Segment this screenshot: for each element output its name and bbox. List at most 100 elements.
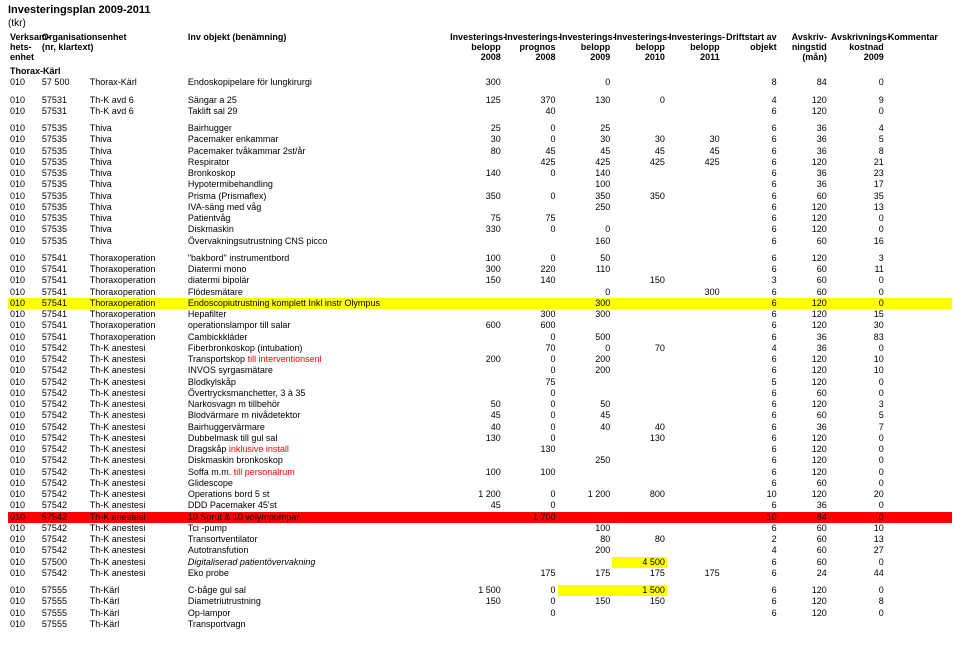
cell-v7: 20 xyxy=(829,489,886,500)
cell-org: Thiva xyxy=(88,146,186,157)
cell-v5: 6 xyxy=(722,365,779,376)
cell-org: Th-K anestesi xyxy=(88,410,186,421)
cell-v4 xyxy=(667,619,722,630)
cell-v3: 40 xyxy=(612,422,667,433)
cell-kommentar xyxy=(886,388,952,399)
cell-v3 xyxy=(612,608,667,619)
cell-obj: Cambickkläder xyxy=(186,332,448,343)
page-subtitle: (tkr) xyxy=(8,18,952,29)
cell-v0 xyxy=(448,179,503,190)
cell-v4 xyxy=(667,410,722,421)
cell-kommentar xyxy=(886,179,952,190)
cell-v2: 200 xyxy=(558,545,613,556)
cell-v4 xyxy=(667,191,722,202)
cell-ve: 010 xyxy=(8,309,40,320)
cell-v1: 0 xyxy=(503,596,558,607)
cell-v5: 5 xyxy=(722,377,779,388)
cell-v4 xyxy=(667,168,722,179)
cell-org: Th-K anestesi xyxy=(88,354,186,365)
cell-ve: 010 xyxy=(8,275,40,286)
cell-v4 xyxy=(667,275,722,286)
cell-ve: 010 xyxy=(8,320,40,331)
cell-v4 xyxy=(667,343,722,354)
cell-nr: 57 500 xyxy=(40,77,88,88)
cell-kommentar xyxy=(886,332,952,343)
cell-v7: 35 xyxy=(829,191,886,202)
cell-v4 xyxy=(667,545,722,556)
cell-v0: 1 200 xyxy=(448,489,503,500)
cell-org: Th-K anestesi xyxy=(88,557,186,568)
cell-ve: 010 xyxy=(8,202,40,213)
table-row: 01057535ThivaDiskmaskin3300061200 xyxy=(8,224,952,235)
cell-obj: Taklift sal 29 xyxy=(186,106,448,117)
cell-v1 xyxy=(503,77,558,88)
table-row: 01057542Th-K anestesiTransportskop till … xyxy=(8,354,952,365)
cell-v4 xyxy=(667,236,722,247)
cell-v1 xyxy=(503,179,558,190)
cell-v5: 6 xyxy=(722,298,779,309)
cell-v2: 40 xyxy=(558,422,613,433)
cell-v4 xyxy=(667,264,722,275)
cell-org: Thiva xyxy=(88,191,186,202)
cell-v2: 80 xyxy=(558,534,613,545)
cell-v7: 0 xyxy=(829,478,886,489)
table-row: 01057542Th-K anestesiOperations bord 5 s… xyxy=(8,489,952,500)
cell-v3 xyxy=(612,388,667,399)
cell-v6: 84 xyxy=(779,77,829,88)
cell-v2: 175 xyxy=(558,568,613,579)
cell-ve: 010 xyxy=(8,433,40,444)
table-row: 01057541ThoraxoperationEndoscopiutrustni… xyxy=(8,298,952,309)
table-row: 01057535ThivaÖvervakningsutrustning CNS … xyxy=(8,236,952,247)
cell-nr: 57535 xyxy=(40,123,88,134)
cell-v0 xyxy=(448,332,503,343)
cell-nr: 57541 xyxy=(40,320,88,331)
table-row: 01057542Th-K anestesiDragskåp inklusive … xyxy=(8,444,952,455)
table-row: 01057542Th-K anestesiBlodkylskåp7551200 xyxy=(8,377,952,388)
cell-v2: 50 xyxy=(558,399,613,410)
cell-v6: 60 xyxy=(779,534,829,545)
cell-v6: 60 xyxy=(779,275,829,286)
cell-v2: 0 xyxy=(558,287,613,298)
cell-ve: 010 xyxy=(8,478,40,489)
col-prognos-2008: Investerings-prognos2008 xyxy=(503,31,558,63)
cell-obj: Transportskop till interventionsenl xyxy=(186,354,448,365)
cell-obj: Patientvåg xyxy=(186,213,448,224)
cell-ve: 010 xyxy=(8,568,40,579)
cell-ve: 010 xyxy=(8,146,40,157)
cell-ve: 010 xyxy=(8,512,40,523)
cell-v0: 200 xyxy=(448,354,503,365)
cell-v4: 175 xyxy=(667,568,722,579)
cell-v3 xyxy=(612,619,667,630)
cell-v5 xyxy=(722,619,779,630)
cell-v2 xyxy=(558,275,613,286)
cell-v6: 60 xyxy=(779,388,829,399)
cell-obj: Pacemaker enkammar xyxy=(186,134,448,145)
cell-kommentar xyxy=(886,534,952,545)
cell-v1: 75 xyxy=(503,213,558,224)
table-row: 01057555Th-KärlDiametriutrustning1500150… xyxy=(8,596,952,607)
cell-v1: 0 xyxy=(503,388,558,399)
cell-v7: 10 xyxy=(829,354,886,365)
cell-org: Thiva xyxy=(88,213,186,224)
cell-v7: 0 xyxy=(829,608,886,619)
cell-v7: 0 xyxy=(829,444,886,455)
cell-v5: 2 xyxy=(722,534,779,545)
cell-v0 xyxy=(448,557,503,568)
cell-v4 xyxy=(667,489,722,500)
table-row: 01057542Th-K anestesiEko probe1751751751… xyxy=(8,568,952,579)
cell-v7: 0 xyxy=(829,213,886,224)
table-row: 01057542Th-K anestesiAutotransfution2004… xyxy=(8,545,952,556)
cell-v2: 45 xyxy=(558,410,613,421)
cell-org: Th-K anestesi xyxy=(88,365,186,376)
cell-ve: 010 xyxy=(8,253,40,264)
cell-v7: 4 xyxy=(829,123,886,134)
cell-org: Thoraxoperation xyxy=(88,320,186,331)
cell-v7: 8 xyxy=(829,146,886,157)
cell-nr: 57542 xyxy=(40,512,88,523)
cell-v5: 6 xyxy=(722,146,779,157)
cell-v3: 350 xyxy=(612,191,667,202)
cell-obj: Glidescope xyxy=(186,478,448,489)
cell-v4: 30 xyxy=(667,134,722,145)
cell-v6: 120 xyxy=(779,608,829,619)
cell-v3 xyxy=(612,410,667,421)
